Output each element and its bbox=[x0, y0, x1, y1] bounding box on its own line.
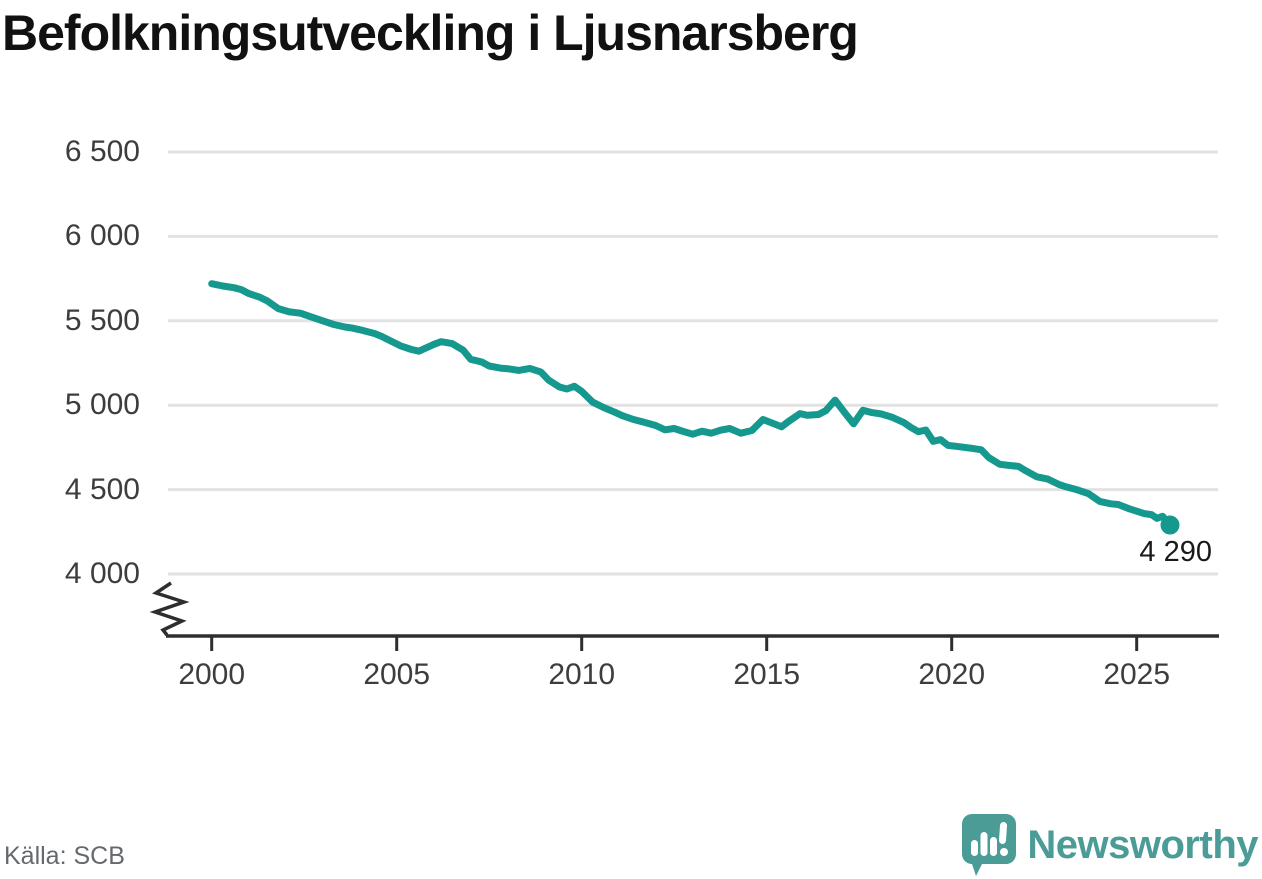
x-tick-label: 2015 bbox=[733, 658, 801, 691]
x-tick-label: 2005 bbox=[363, 658, 431, 691]
x-tick-label: 2000 bbox=[178, 658, 246, 691]
population-line bbox=[208, 280, 1174, 529]
end-point-marker bbox=[1160, 515, 1180, 535]
newsworthy-bubble-chart-icon bbox=[962, 814, 1017, 876]
y-tick-label: 4 500 bbox=[64, 472, 140, 506]
x-tick-label: 2020 bbox=[918, 658, 986, 691]
last-value-label: 4 290 bbox=[1139, 536, 1212, 568]
page-title: Befolkningsutveckling i Ljusnarsberg bbox=[2, 5, 859, 61]
y-tick-label: 6 000 bbox=[64, 219, 140, 253]
source-note: Källa: SCB bbox=[4, 842, 125, 870]
y-tick-label: 4 000 bbox=[64, 557, 140, 590]
newsworthy-wordmark: Newsworthy bbox=[1027, 822, 1258, 867]
y-tick-label: 6 500 bbox=[64, 135, 140, 168]
y-tick-label: 5 500 bbox=[64, 303, 140, 337]
y-tick-label: 5 000 bbox=[64, 388, 140, 422]
y-axis-break-icon bbox=[149, 581, 190, 637]
x-tick-label: 2025 bbox=[1103, 658, 1171, 691]
x-tick-label: 2010 bbox=[548, 658, 616, 691]
newsworthy-logo: Newsworthy bbox=[959, 812, 1258, 878]
